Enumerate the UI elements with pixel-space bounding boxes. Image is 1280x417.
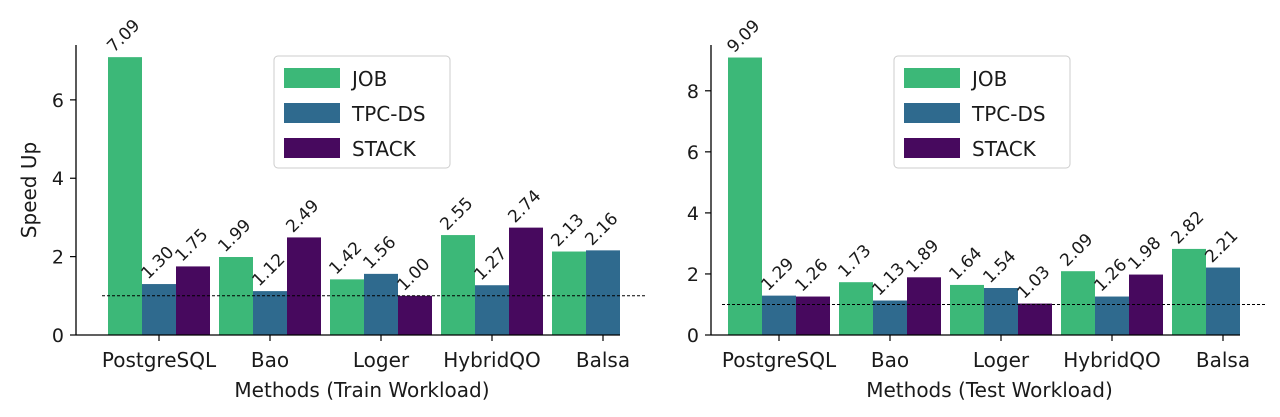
- legend-label: JOB: [970, 67, 1007, 91]
- x-tick-label: Loger: [973, 348, 1030, 372]
- y-tick-label: 4: [52, 168, 64, 190]
- bar-job-balsa: [1172, 248, 1206, 335]
- bar-value-label: 2.55: [436, 194, 477, 235]
- y-tick-label: 0: [52, 325, 64, 347]
- bar-value-label: 1.27: [470, 244, 511, 285]
- bar-value-label: 2.74: [504, 186, 545, 227]
- x-tick-label: Loger: [353, 348, 410, 372]
- bar-job-loger: [950, 284, 984, 335]
- bar-stack-bao: [287, 237, 321, 335]
- bar-value-label: 1.89: [902, 236, 943, 277]
- chart-panel-1: 7.091.301.75 1.991.122.491.421.561.002.55…: [17, 16, 646, 402]
- bar-job-loger: [330, 279, 364, 335]
- bar-tpc-ds-hybridqo: [475, 285, 509, 335]
- bar-stack-postgresql: [796, 296, 830, 335]
- bar-value-label: 1.12: [248, 250, 289, 291]
- bar-tpc-ds-loger: [984, 287, 1018, 335]
- x-axis-title: Methods (Train Workload): [234, 378, 489, 402]
- bar-stack-bao: [907, 277, 941, 335]
- x-tick-label: Bao: [871, 348, 909, 372]
- bar-tpc-ds-balsa: [586, 250, 620, 335]
- bar-value-label: 1.99: [214, 216, 255, 257]
- x-tick-label: HybridQO: [1063, 348, 1161, 372]
- y-tick-label: 8: [687, 81, 699, 103]
- bar-value-label: 1.26: [791, 255, 832, 296]
- bar-value-label: 1.29: [757, 254, 798, 295]
- legend-label: TPC-DS: [971, 102, 1046, 126]
- x-tick-label: Balsa: [1196, 348, 1250, 372]
- legend-swatch-job: [904, 68, 960, 88]
- bar-value-label: 2.13: [547, 210, 588, 251]
- legend-swatch-stack: [904, 138, 960, 158]
- bar-job-hybridqo: [441, 235, 475, 335]
- y-tick-label: 0: [687, 325, 699, 347]
- bar-stack-hybridqo: [509, 227, 543, 335]
- bar-value-label: 2.16: [581, 209, 622, 250]
- legend: JOB TPC-DS STACK: [273, 55, 451, 169]
- bar-tpc-ds-postgresql: [762, 295, 796, 335]
- bar-job-postgresql: [108, 57, 142, 335]
- bar-value-label: 7.09: [103, 16, 144, 57]
- bar-value-label: 1.30: [137, 243, 178, 284]
- bar-value-label: 1.13: [868, 259, 909, 300]
- bar-tpc-ds-bao: [253, 291, 287, 335]
- y-tick-label: 6: [52, 90, 64, 112]
- x-tick-label: HybridQO: [443, 348, 541, 372]
- legend-label: TPC-DS: [351, 102, 426, 126]
- x-tick-label: PostgreSQL: [102, 348, 217, 372]
- bar-job-postgresql: [728, 57, 762, 336]
- legend-swatch-tpc-ds: [284, 103, 340, 123]
- bar-value-label: 9.09: [723, 16, 764, 57]
- bar-tpc-ds-bao: [873, 300, 907, 335]
- bar-job-bao: [839, 282, 873, 335]
- legend-label: STACK: [352, 137, 417, 161]
- bar-stack-loger: [1018, 303, 1052, 335]
- bar-value-label: 1.56: [359, 232, 400, 273]
- legend-swatch-tpc-ds: [904, 103, 960, 123]
- legend-label: STACK: [972, 137, 1037, 161]
- bar-value-label: 2.49: [282, 196, 323, 237]
- x-tick-label: Balsa: [576, 348, 630, 372]
- bar-value-label: 1.00: [393, 254, 434, 295]
- bar-value-label: 1.73: [834, 241, 875, 282]
- y-tick-label: 6: [687, 142, 699, 164]
- bar-value-label: 2.21: [1201, 226, 1242, 267]
- legend-label: JOB: [350, 67, 387, 91]
- bar-job-hybridqo: [1061, 271, 1095, 335]
- bar-tpc-ds-postgresql: [142, 284, 176, 335]
- bar-value-label: 1.03: [1013, 262, 1054, 303]
- y-axis-title: Speed Up: [17, 142, 41, 238]
- bar-value-label: 1.54: [979, 247, 1020, 288]
- bar-stack-postgresql: [176, 266, 210, 335]
- x-axis-title: Methods (Test Workload): [866, 378, 1113, 402]
- y-tick-label: 2: [687, 264, 699, 286]
- bar-job-balsa: [552, 251, 586, 335]
- bar-tpc-ds-hybridqo: [1095, 296, 1129, 335]
- bar-stack-loger: [398, 295, 432, 335]
- legend: JOB TPC-DS STACK: [893, 55, 1071, 169]
- bar-tpc-ds-loger: [364, 273, 398, 335]
- bar-value-label: 1.98: [1124, 233, 1165, 274]
- x-tick-label: PostgreSQL: [722, 348, 837, 372]
- y-tick-label: 2: [52, 247, 64, 269]
- bar-tpc-ds-balsa: [1206, 267, 1240, 335]
- legend-swatch-stack: [284, 138, 340, 158]
- bar-value-label: 2.82: [1167, 208, 1208, 249]
- y-tick-label: 4: [687, 203, 699, 225]
- x-tick-label: Bao: [251, 348, 289, 372]
- chart-panel-2: 9.09 1.291.26 1.731.131.89 1.641.541.032.09…: [687, 16, 1266, 402]
- bar-value-label: 1.75: [171, 225, 212, 266]
- bar-value-label: 1.64: [945, 244, 986, 285]
- bar-value-label: 2.09: [1056, 230, 1097, 271]
- legend-swatch-job: [284, 68, 340, 88]
